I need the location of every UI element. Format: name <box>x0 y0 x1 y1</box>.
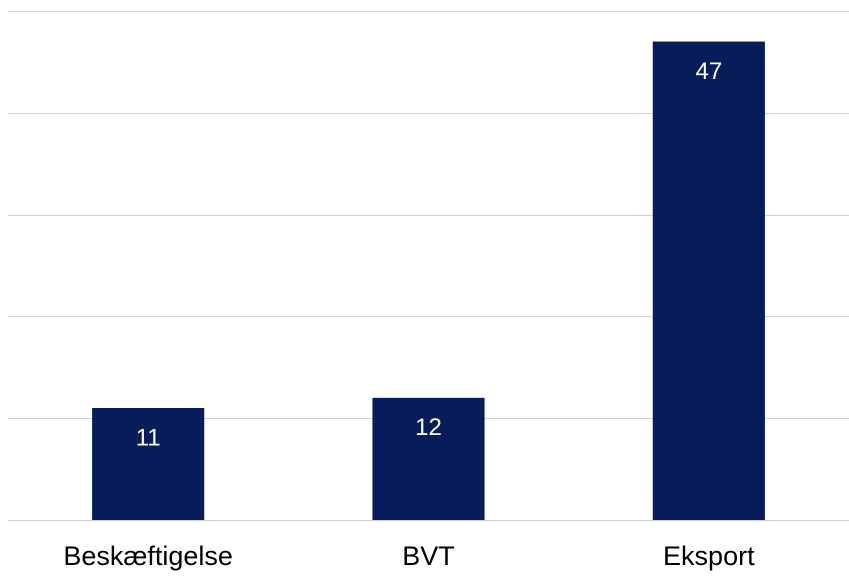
data-label: 11 <box>136 424 161 451</box>
x-tick-label: Beskæftigelse <box>63 541 233 571</box>
bar <box>652 41 765 520</box>
x-tick-label: BVT <box>402 541 455 571</box>
bar <box>372 397 485 520</box>
x-tick-label: Eksport <box>663 541 755 571</box>
data-label: 47 <box>695 58 722 85</box>
data-label: 12 <box>415 414 442 441</box>
bar <box>92 408 205 520</box>
